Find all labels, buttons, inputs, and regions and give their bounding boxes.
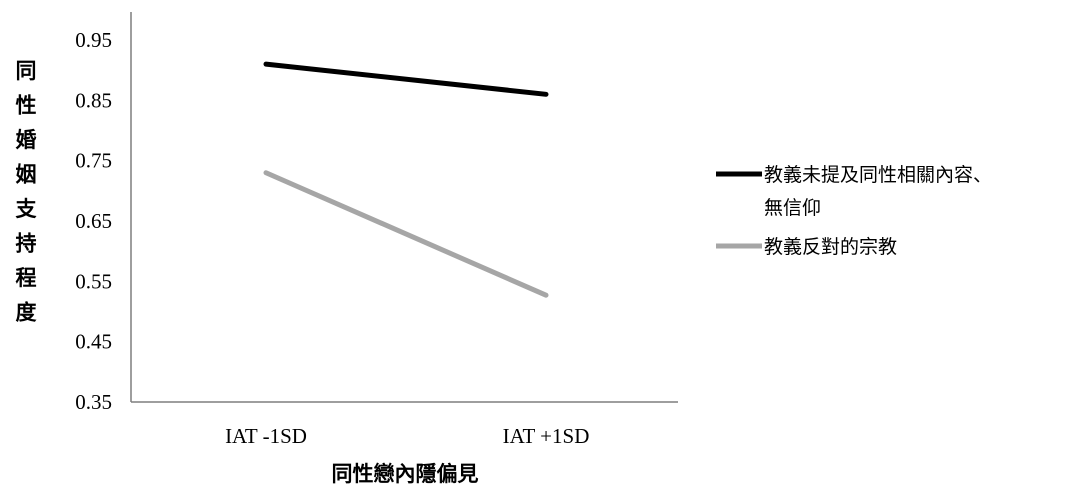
legend-label-1: 無信仰 bbox=[764, 197, 821, 219]
x-axis-title: 同性戀內隱偏見 bbox=[332, 461, 479, 486]
y-axis-title-char: 同 bbox=[16, 58, 37, 83]
y-axis-ticks: 0.35 0.45 0.55 0.65 0.75 0.85 0.95 bbox=[75, 28, 112, 414]
x-axis-ticks: IAT -1SD IAT +1SD bbox=[225, 424, 589, 448]
y-tick-label: 0.95 bbox=[75, 28, 112, 52]
legend-label-2: 教義反對的宗教 bbox=[764, 236, 897, 258]
y-axis-title-char: 性 bbox=[16, 93, 37, 118]
legend-label-1: 教義未提及同性相關內容、 bbox=[764, 164, 992, 186]
y-axis-title-char: 程 bbox=[16, 265, 37, 290]
y-axis-title-char: 婚 bbox=[16, 127, 37, 152]
y-tick-label: 0.75 bbox=[75, 149, 112, 173]
y-axis-title-char: 度 bbox=[16, 300, 37, 325]
series-line-1 bbox=[263, 61, 549, 97]
y-axis-title-char: 持 bbox=[16, 231, 37, 256]
y-tick-label: 0.45 bbox=[75, 330, 112, 354]
series-layer bbox=[263, 61, 549, 298]
x-tick-label: IAT -1SD bbox=[225, 424, 307, 448]
y-tick-label: 0.35 bbox=[75, 390, 112, 414]
series-line-2 bbox=[263, 170, 549, 298]
x-tick-label: IAT +1SD bbox=[503, 424, 590, 448]
y-axis-title-char: 支 bbox=[16, 196, 38, 221]
y-tick-label: 0.65 bbox=[75, 209, 112, 233]
y-axis-title-char: 姻 bbox=[16, 162, 37, 187]
y-tick-label: 0.85 bbox=[75, 88, 112, 112]
y-tick-label: 0.55 bbox=[75, 269, 112, 293]
